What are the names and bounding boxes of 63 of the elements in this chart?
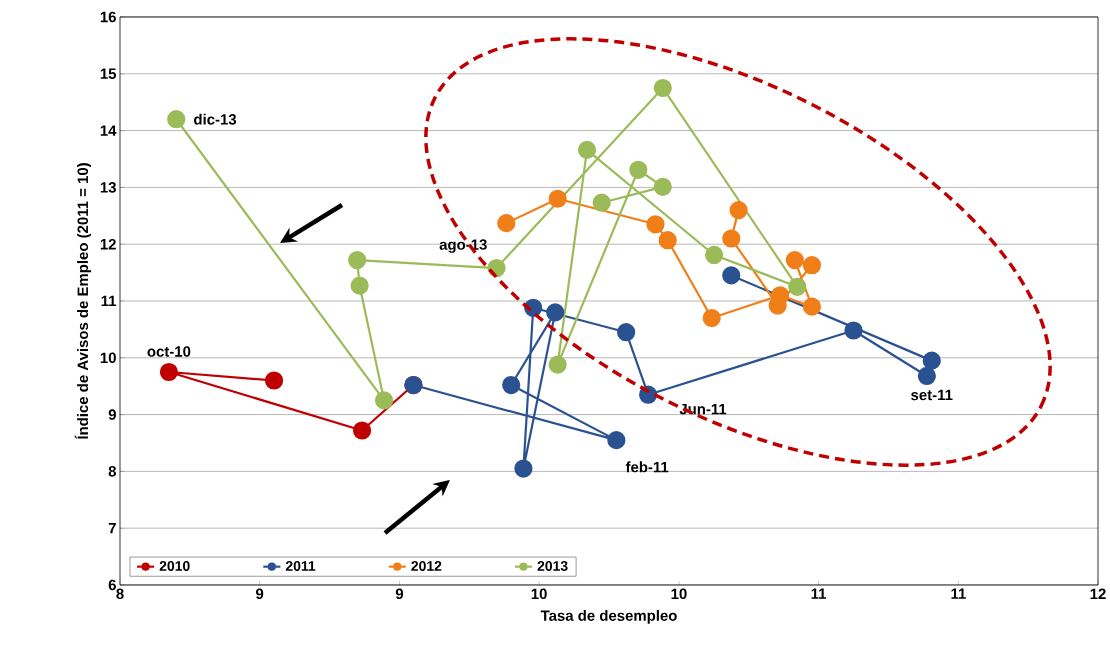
y-tick-label: 8	[108, 466, 117, 477]
y-tick-label: 7	[108, 523, 116, 534]
point	[502, 375, 521, 395]
point	[922, 351, 941, 370]
point	[653, 78, 672, 98]
point	[548, 355, 567, 374]
point	[646, 215, 665, 234]
point	[729, 201, 748, 220]
y-tick-label: 10	[100, 352, 116, 364]
x-axis-title: Tasa de desempleo	[540, 609, 677, 624]
point	[658, 231, 677, 250]
point	[617, 323, 636, 342]
point	[167, 110, 186, 129]
point	[352, 421, 372, 440]
annotation: feb-11	[625, 461, 669, 473]
x-tick-label: 9	[395, 588, 404, 600]
y-tick-label: 14	[100, 125, 117, 136]
point	[497, 214, 516, 233]
point	[722, 229, 741, 248]
x-tick-label: 9	[255, 588, 264, 600]
annotation: set-11	[911, 389, 953, 401]
point	[264, 371, 284, 390]
y-tick-label: 13	[100, 182, 116, 193]
point	[577, 140, 597, 159]
point	[653, 177, 672, 196]
point	[722, 266, 741, 285]
point	[702, 308, 721, 328]
point	[514, 459, 533, 478]
point	[844, 321, 863, 340]
x-tick-label: 10	[671, 588, 687, 600]
y-axis-title: Índice de Avisos de Empleo (2011 = 10)	[74, 163, 92, 439]
x-tick-label: 11	[951, 588, 966, 599]
point	[802, 256, 822, 275]
point	[705, 245, 724, 265]
annotation: dic-13	[194, 113, 237, 125]
point	[917, 366, 936, 386]
point	[629, 160, 648, 179]
annotation: ago-13	[439, 239, 487, 253]
point	[159, 362, 179, 382]
point	[348, 250, 367, 270]
annotation: oct-10	[147, 346, 191, 357]
point	[607, 431, 626, 450]
legend-label: 2013	[537, 561, 568, 571]
y-tick-label: 11	[101, 295, 117, 307]
y-tick-label: 12	[100, 238, 116, 250]
point	[785, 250, 804, 270]
point	[802, 297, 822, 316]
y-tick-label: 6	[108, 579, 116, 591]
point	[350, 276, 369, 295]
y-tick-label: 16	[100, 11, 116, 23]
y-tick-label: 15	[100, 68, 117, 79]
x-tick-label: 12	[1090, 588, 1106, 599]
point	[592, 193, 611, 212]
point	[546, 303, 565, 322]
point	[788, 277, 807, 296]
x-tick-label: 10	[531, 588, 547, 600]
point	[548, 189, 567, 208]
legend-label: 2011	[285, 561, 316, 571]
point	[374, 391, 394, 410]
legend-label: 2012	[411, 561, 442, 571]
x-tick-label: 11	[811, 588, 827, 599]
y-tick-label: 9	[108, 409, 116, 420]
legend-label: 2010	[159, 561, 190, 571]
